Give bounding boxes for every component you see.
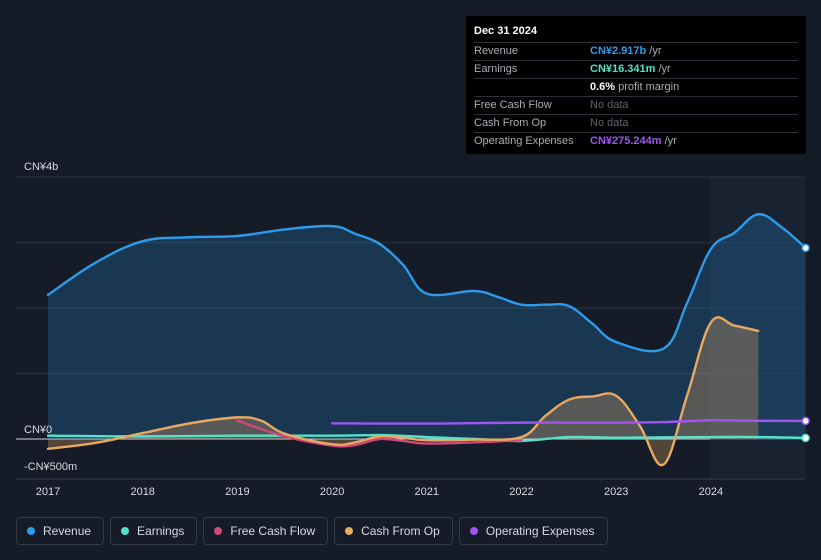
legend-item-cash-from-op[interactable]: Cash From Op [334,517,453,545]
legend-dot-icon [27,527,35,535]
x-tick-label: 2022 [509,486,533,498]
tooltip-row-unit: /yr [658,63,671,75]
cash-from-op-line [46,316,760,467]
y-tick-label: CN¥0 [24,424,52,436]
x-tick-label: 2023 [604,486,628,498]
tooltip-row-unit: /yr [649,45,662,57]
legend-item-free-cash-flow[interactable]: Free Cash Flow [203,517,329,545]
revenue-line [46,213,807,353]
x-axis-labels: 2017 2018 2019 2020 2021 2022 2023 2024 [36,486,723,498]
tooltip-row-label: Revenue [474,45,519,57]
legend-label: Cash From Op [361,524,440,538]
legend-dot-icon [469,527,478,535]
cash-from-op-area [48,317,759,466]
tooltip-row: Cash From Op No data [474,115,798,133]
tooltip-row-label: Free Cash Flow [474,99,552,111]
chart-legend: Revenue Earnings Free Cash Flow Cash From O… [16,517,608,545]
x-tick-label: 2017 [36,486,60,498]
tooltip-row-unit: /yr [664,135,677,147]
legend-label: Operating Expenses [485,524,595,538]
tooltip-row-label: Operating Expenses [474,135,574,147]
operating-expenses-line [330,419,807,425]
legend-item-earnings[interactable]: Earnings [110,517,198,545]
legend-dot-icon [345,527,354,535]
tooltip-row: Earnings CN¥16.341m/yr [474,61,798,79]
legend-item-operating-expenses[interactable]: Operating Expenses [458,517,608,545]
legend-item-revenue[interactable]: Revenue [16,517,105,545]
tooltip-row-value: CN¥275.244m [590,135,662,147]
legend-dot-icon [214,527,223,535]
series-endpoints [801,243,810,443]
legend-label: Revenue [43,524,92,538]
legend-label: Earnings [137,524,185,538]
tooltip-row: 0.6% profit margin [474,79,798,97]
tooltip-row-value: CN¥2.917b [590,45,647,57]
tooltip-row: Revenue CN¥2.917b/yr [474,43,798,61]
tooltip-row: Operating Expenses CN¥275.244m/yr [474,133,798,150]
earnings-endpoint [801,433,810,443]
legend-label: Free Cash Flow [230,524,316,538]
forecast-region [710,178,805,479]
tooltip-row-label [474,79,590,96]
tooltip-date: Dec 31 2024 [474,24,798,43]
free-cash-flow-line [236,419,523,448]
tooltip-row-value: 0.6% [590,81,616,93]
revenue-area [48,214,806,439]
y-tick-label: CN¥4b [24,161,58,173]
tooltip-row-label: Cash From Op [474,117,547,129]
y-tick-label: -CN¥500m [24,461,77,473]
revenue-endpoint [801,243,810,253]
tooltip-row-value: CN¥16.341m [590,63,656,75]
legend-dot-icon [121,527,130,535]
y-axis-labels: CN¥4b CN¥0 -CN¥500m [24,161,77,473]
x-tick-label: 2019 [225,486,249,498]
operating-expenses-endpoint [801,416,810,426]
series-areas [48,214,806,466]
series-lines [46,213,807,467]
x-tick-label: 2024 [699,486,723,498]
tooltip-row: Free Cash Flow No data [474,97,798,115]
x-tick-label: 2021 [415,486,439,498]
x-tick-label: 2018 [130,486,154,498]
tooltip-row-label: Earnings [474,63,518,75]
tooltip-row-unit: profit margin [618,81,680,93]
data-tooltip: Dec 31 2024 Revenue CN¥2.917b/yr Earnings C… [466,16,806,154]
x-tick-label: 2020 [320,486,344,498]
tooltip-row-value: No data [590,117,629,129]
tooltip-row-value: No data [590,99,629,111]
